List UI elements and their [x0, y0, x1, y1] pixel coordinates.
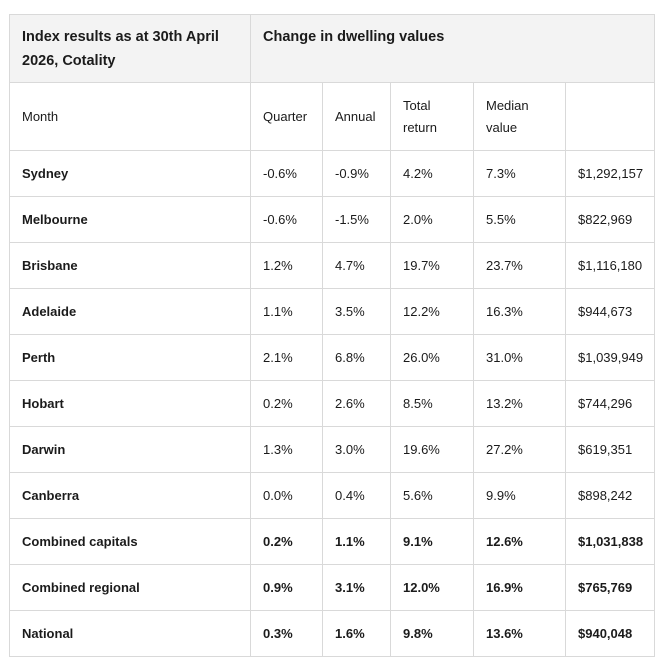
- cell: 26.0%: [390, 334, 474, 381]
- cell: 31.0%: [473, 334, 566, 381]
- cell: 16.3%: [473, 288, 566, 335]
- cell: 12.2%: [390, 288, 474, 335]
- group-title: Change in dwelling values: [250, 14, 655, 83]
- cell: 0.3%: [250, 610, 323, 657]
- cell: 27.2%: [473, 426, 566, 473]
- cell: $744,296: [565, 380, 655, 427]
- column-header-quarter: Quarter: [250, 82, 323, 151]
- cell: 0.2%: [250, 518, 323, 565]
- column-header-annual: Annual: [322, 82, 391, 151]
- row-label: Sydney: [9, 150, 251, 197]
- cell: 4.7%: [322, 242, 391, 289]
- table-row: Combined regional 0.9% 3.1% 12.0% 16.9% …: [9, 564, 655, 611]
- table-row: Darwin 1.3% 3.0% 19.6% 27.2% $619,351: [9, 426, 655, 473]
- cell: 1.1%: [322, 518, 391, 565]
- cell: 0.4%: [322, 472, 391, 519]
- cell: 0.0%: [250, 472, 323, 519]
- table-row: Canberra 0.0% 0.4% 5.6% 9.9% $898,242: [9, 472, 655, 519]
- table-row: Adelaide 1.1% 3.5% 12.2% 16.3% $944,673: [9, 288, 655, 335]
- cell: 1.1%: [250, 288, 323, 335]
- row-label: Combined regional: [9, 564, 251, 611]
- cell: 4.2%: [390, 150, 474, 197]
- row-label: Melbourne: [9, 196, 251, 243]
- cell: $619,351: [565, 426, 655, 473]
- cell: 16.9%: [473, 564, 566, 611]
- cell: 8.5%: [390, 380, 474, 427]
- cell: 9.8%: [390, 610, 474, 657]
- median-value-label: Median value: [486, 97, 529, 135]
- table-row: National 0.3% 1.6% 9.8% 13.6% $940,048: [9, 610, 655, 657]
- cell: 0.2%: [250, 380, 323, 427]
- cell: 5.5%: [473, 196, 566, 243]
- row-label: Combined capitals: [9, 518, 251, 565]
- column-header-row: Month Quarter Annual Total return Median…: [9, 82, 655, 151]
- table-row: Perth 2.1% 6.8% 26.0% 31.0% $1,039,949: [9, 334, 655, 381]
- cell: $822,969: [565, 196, 655, 243]
- cell: -1.5%: [322, 196, 391, 243]
- cell: 19.7%: [390, 242, 474, 289]
- cell: $1,031,838: [565, 518, 655, 565]
- cell: 3.0%: [322, 426, 391, 473]
- table-row: Melbourne -0.6% -1.5% 2.0% 5.5% $822,969: [9, 196, 655, 243]
- table-title-row: Index results as at 30th April 2026, Cot…: [9, 14, 655, 83]
- cell: 5.6%: [390, 472, 474, 519]
- cell: 9.1%: [390, 518, 474, 565]
- cell: $898,242: [565, 472, 655, 519]
- cell: $1,039,949: [565, 334, 655, 381]
- cell: $1,116,180: [565, 242, 655, 289]
- cell: $1,292,157: [565, 150, 655, 197]
- row-label: Adelaide: [9, 288, 251, 335]
- table-row: Hobart 0.2% 2.6% 8.5% 13.2% $744,296: [9, 380, 655, 427]
- column-header-month: Month: [9, 82, 251, 151]
- cell: 13.6%: [473, 610, 566, 657]
- row-label: Hobart: [9, 380, 251, 427]
- cell: 13.2%: [473, 380, 566, 427]
- cell: 12.6%: [473, 518, 566, 565]
- cell: $944,673: [565, 288, 655, 335]
- cell: 7.3%: [473, 150, 566, 197]
- table-title: Index results as at 30th April 2026, Cot…: [9, 14, 251, 83]
- table-row: Brisbane 1.2% 4.7% 19.7% 23.7% $1,116,18…: [9, 242, 655, 289]
- row-label: Canberra: [9, 472, 251, 519]
- cell: 19.6%: [390, 426, 474, 473]
- cell: 0.9%: [250, 564, 323, 611]
- column-header-total-return: Total return: [390, 82, 474, 151]
- cell: 9.9%: [473, 472, 566, 519]
- dwelling-values-table: Index results as at 30th April 2026, Cot…: [9, 14, 655, 657]
- column-header-median-value: Median value: [473, 82, 566, 151]
- total-return-label: Total return: [403, 97, 437, 135]
- column-header-extra: [565, 82, 655, 151]
- cell: 3.5%: [322, 288, 391, 335]
- cell: $765,769: [565, 564, 655, 611]
- cell: 3.1%: [322, 564, 391, 611]
- cell: $940,048: [565, 610, 655, 657]
- table-row: Combined capitals 0.2% 1.1% 9.1% 12.6% $…: [9, 518, 655, 565]
- cell: -0.6%: [250, 196, 323, 243]
- cell: 1.2%: [250, 242, 323, 289]
- table-row: Sydney -0.6% -0.9% 4.2% 7.3% $1,292,157: [9, 150, 655, 197]
- cell: 23.7%: [473, 242, 566, 289]
- cell: -0.9%: [322, 150, 391, 197]
- row-label: Perth: [9, 334, 251, 381]
- cell: 6.8%: [322, 334, 391, 381]
- row-label: Darwin: [9, 426, 251, 473]
- row-label: National: [9, 610, 251, 657]
- cell: 1.6%: [322, 610, 391, 657]
- table-container: Index results as at 30th April 2026, Cot…: [9, 14, 655, 657]
- cell: 12.0%: [390, 564, 474, 611]
- cell: 2.1%: [250, 334, 323, 381]
- row-label: Brisbane: [9, 242, 251, 289]
- cell: 1.3%: [250, 426, 323, 473]
- cell: 2.0%: [390, 196, 474, 243]
- cell: 2.6%: [322, 380, 391, 427]
- cell: -0.6%: [250, 150, 323, 197]
